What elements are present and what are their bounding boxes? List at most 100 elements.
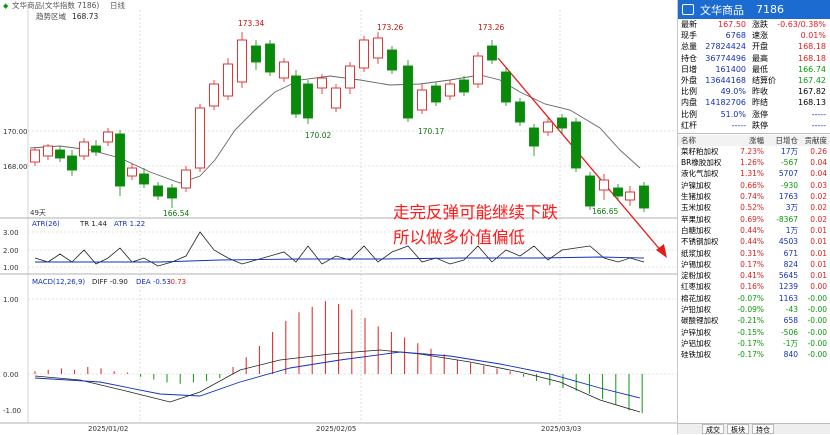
item-name: 红枣加权 xyxy=(681,282,711,292)
header-name[interactable]: 名称 xyxy=(681,135,696,145)
quote-row: 外盘 13644168 结算价 167.42 xyxy=(678,75,830,86)
item-change: 0.16% xyxy=(740,282,764,292)
list-item[interactable]: BR橡胶加权 1.26% -567 0.04 xyxy=(678,157,830,168)
low-label: 166.54 xyxy=(163,209,189,218)
item-oi: 17万 xyxy=(780,146,798,156)
candle xyxy=(473,55,483,85)
item-name: 淀粉加权 xyxy=(681,271,711,281)
item-change: 0.44% xyxy=(740,237,764,247)
macd-diff-line xyxy=(34,349,641,413)
item-contrib: 0.01 xyxy=(810,248,827,258)
macd-title: MACD(12,26,9) xyxy=(32,278,85,286)
quote-label: 最新 xyxy=(681,20,697,29)
item-contrib: 0.01 xyxy=(810,271,827,281)
candle xyxy=(291,75,301,115)
quote-row: 总量 27824424 开盘 168.18 xyxy=(678,41,830,52)
candle xyxy=(67,155,77,171)
candle xyxy=(387,49,397,71)
candle xyxy=(103,131,113,143)
candle xyxy=(127,167,137,177)
chart-logo-icon: ◆ xyxy=(3,2,9,10)
tab-sectors[interactable]: 板块 xyxy=(727,424,749,434)
list-item[interactable]: 沪铝加权 -0.17% -1万 -0.00 xyxy=(678,338,830,349)
item-change: 0.31% xyxy=(740,248,764,258)
high-label: 173.26 xyxy=(478,23,504,32)
item-change: -0.17% xyxy=(737,338,764,348)
candle xyxy=(373,37,383,59)
list-item[interactable]: 纸浆加权 0.31% 671 0.01 xyxy=(678,248,830,259)
candlestick-chart[interactable]: ◆ 文华商品(文华指数 7186) 日线 趋势区域 168.73 170.00 … xyxy=(0,0,677,434)
quote-label: 开盘 xyxy=(752,42,768,52)
list-item[interactable]: 白糖加权 0.44% 1万 0.01 xyxy=(678,225,830,236)
candle xyxy=(557,117,567,129)
header-oi[interactable]: 日增仓 xyxy=(775,135,799,145)
atr-title: ATR(26) xyxy=(32,220,60,228)
item-oi: -567 xyxy=(780,158,798,168)
quote-value: 167.82 xyxy=(798,87,826,97)
item-oi: 658 xyxy=(783,316,798,326)
item-contrib: 0.00 xyxy=(810,282,827,292)
list-item[interactable]: 沪锌加权 -0.15% -506 -0.00 xyxy=(678,327,830,338)
quote-label: 昨收 xyxy=(752,87,768,97)
candle xyxy=(153,185,163,197)
atr-line xyxy=(35,256,645,263)
quote-label: 昨结 xyxy=(752,98,768,108)
list-item[interactable]: 棉花加权 -0.07% 1163 -0.00 xyxy=(678,293,830,304)
quote-value: 27824424 xyxy=(705,42,746,52)
candle xyxy=(279,61,289,79)
list-item[interactable]: 硅铁加权 -0.17% 840 -0.00 xyxy=(678,349,830,360)
arrow-head-icon xyxy=(656,244,667,258)
item-name: 硅铁加权 xyxy=(681,350,711,360)
header-change[interactable]: 涨幅 xyxy=(749,135,764,145)
quote-label: 现手 xyxy=(681,31,697,41)
quote-label: 结算价 xyxy=(752,75,776,85)
item-oi: 3万 xyxy=(785,203,798,213)
candle xyxy=(237,39,247,83)
item-change: 0.52% xyxy=(740,203,764,213)
candle xyxy=(55,149,65,159)
list-item[interactable]: 沪铅加权 -0.09% -43 -0.00 xyxy=(678,304,830,315)
quote-label: 红杆 xyxy=(681,120,697,130)
instrument-name: 文华商品 xyxy=(700,3,744,17)
item-change: 0.17% xyxy=(740,259,764,269)
item-contrib: -0.00 xyxy=(807,338,827,348)
item-change: 0.44% xyxy=(740,225,764,235)
macd-tick: 1.00 xyxy=(3,296,19,304)
candle xyxy=(30,149,40,163)
instrument-code: 7186 xyxy=(756,3,784,16)
date-label: 2025/01/02 xyxy=(88,425,128,433)
quote-label: 涨跌 xyxy=(752,20,768,29)
item-oi: 5707 xyxy=(778,169,798,179)
quote-row: 现手 6768 速涨 0.01% xyxy=(678,30,830,41)
tab-trades[interactable]: 成交 xyxy=(702,424,724,434)
list-item[interactable]: 玉米加权 0.52% 3万 0.02 xyxy=(678,202,830,213)
list-item[interactable]: 苹果加权 0.69% -8367 0.02 xyxy=(678,214,830,225)
item-name: 棉花加权 xyxy=(681,293,711,303)
list-item[interactable]: 生猪加权 0.74% 1763 0.02 xyxy=(678,191,830,202)
item-name: 菜籽粕加权 xyxy=(681,146,719,156)
candle xyxy=(459,79,469,93)
list-item[interactable]: 红枣加权 0.16% 1239 0.00 xyxy=(678,281,830,292)
list-item[interactable]: 碳酸锂加权 -0.21% 658 -0.00 xyxy=(678,315,830,326)
candle xyxy=(585,175,595,207)
item-change: 0.66% xyxy=(740,180,764,190)
item-contrib: -0.00 xyxy=(807,350,827,360)
atr-value: ATR 1.22 xyxy=(114,220,145,228)
quote-value: 168.13 xyxy=(798,98,826,108)
item-change: 1.31% xyxy=(740,169,764,179)
list-item[interactable]: 液化气加权 1.31% 5707 0.04 xyxy=(678,168,830,179)
header-contrib[interactable]: 贡献度 xyxy=(804,135,828,145)
list-item[interactable]: 淀粉加权 0.41% 5645 0.01 xyxy=(678,270,830,281)
chart-title: 文华商品(文华指数 7186) xyxy=(12,0,99,10)
list-item[interactable]: 沪锡加权 0.17% 824 0.01 xyxy=(678,259,830,270)
list-header[interactable]: 名称 涨幅 日增仓 贡献度 xyxy=(678,134,830,146)
list-item[interactable]: 沪镍加权 0.66% -930 0.03 xyxy=(678,180,830,191)
candle xyxy=(515,101,525,123)
quote-row: 持仓 36774496 最高 168.18 xyxy=(678,53,830,64)
item-oi: 4503 xyxy=(778,237,798,247)
item-change: 7.23% xyxy=(740,146,764,156)
tab-positions[interactable]: 持仓 xyxy=(752,424,774,434)
item-change: 0.41% xyxy=(740,271,764,281)
list-item[interactable]: 不锈钢加权 0.44% 4503 0.01 xyxy=(678,236,830,247)
list-item[interactable]: 菜籽粕加权 7.23% 17万 0.26 xyxy=(678,146,830,157)
